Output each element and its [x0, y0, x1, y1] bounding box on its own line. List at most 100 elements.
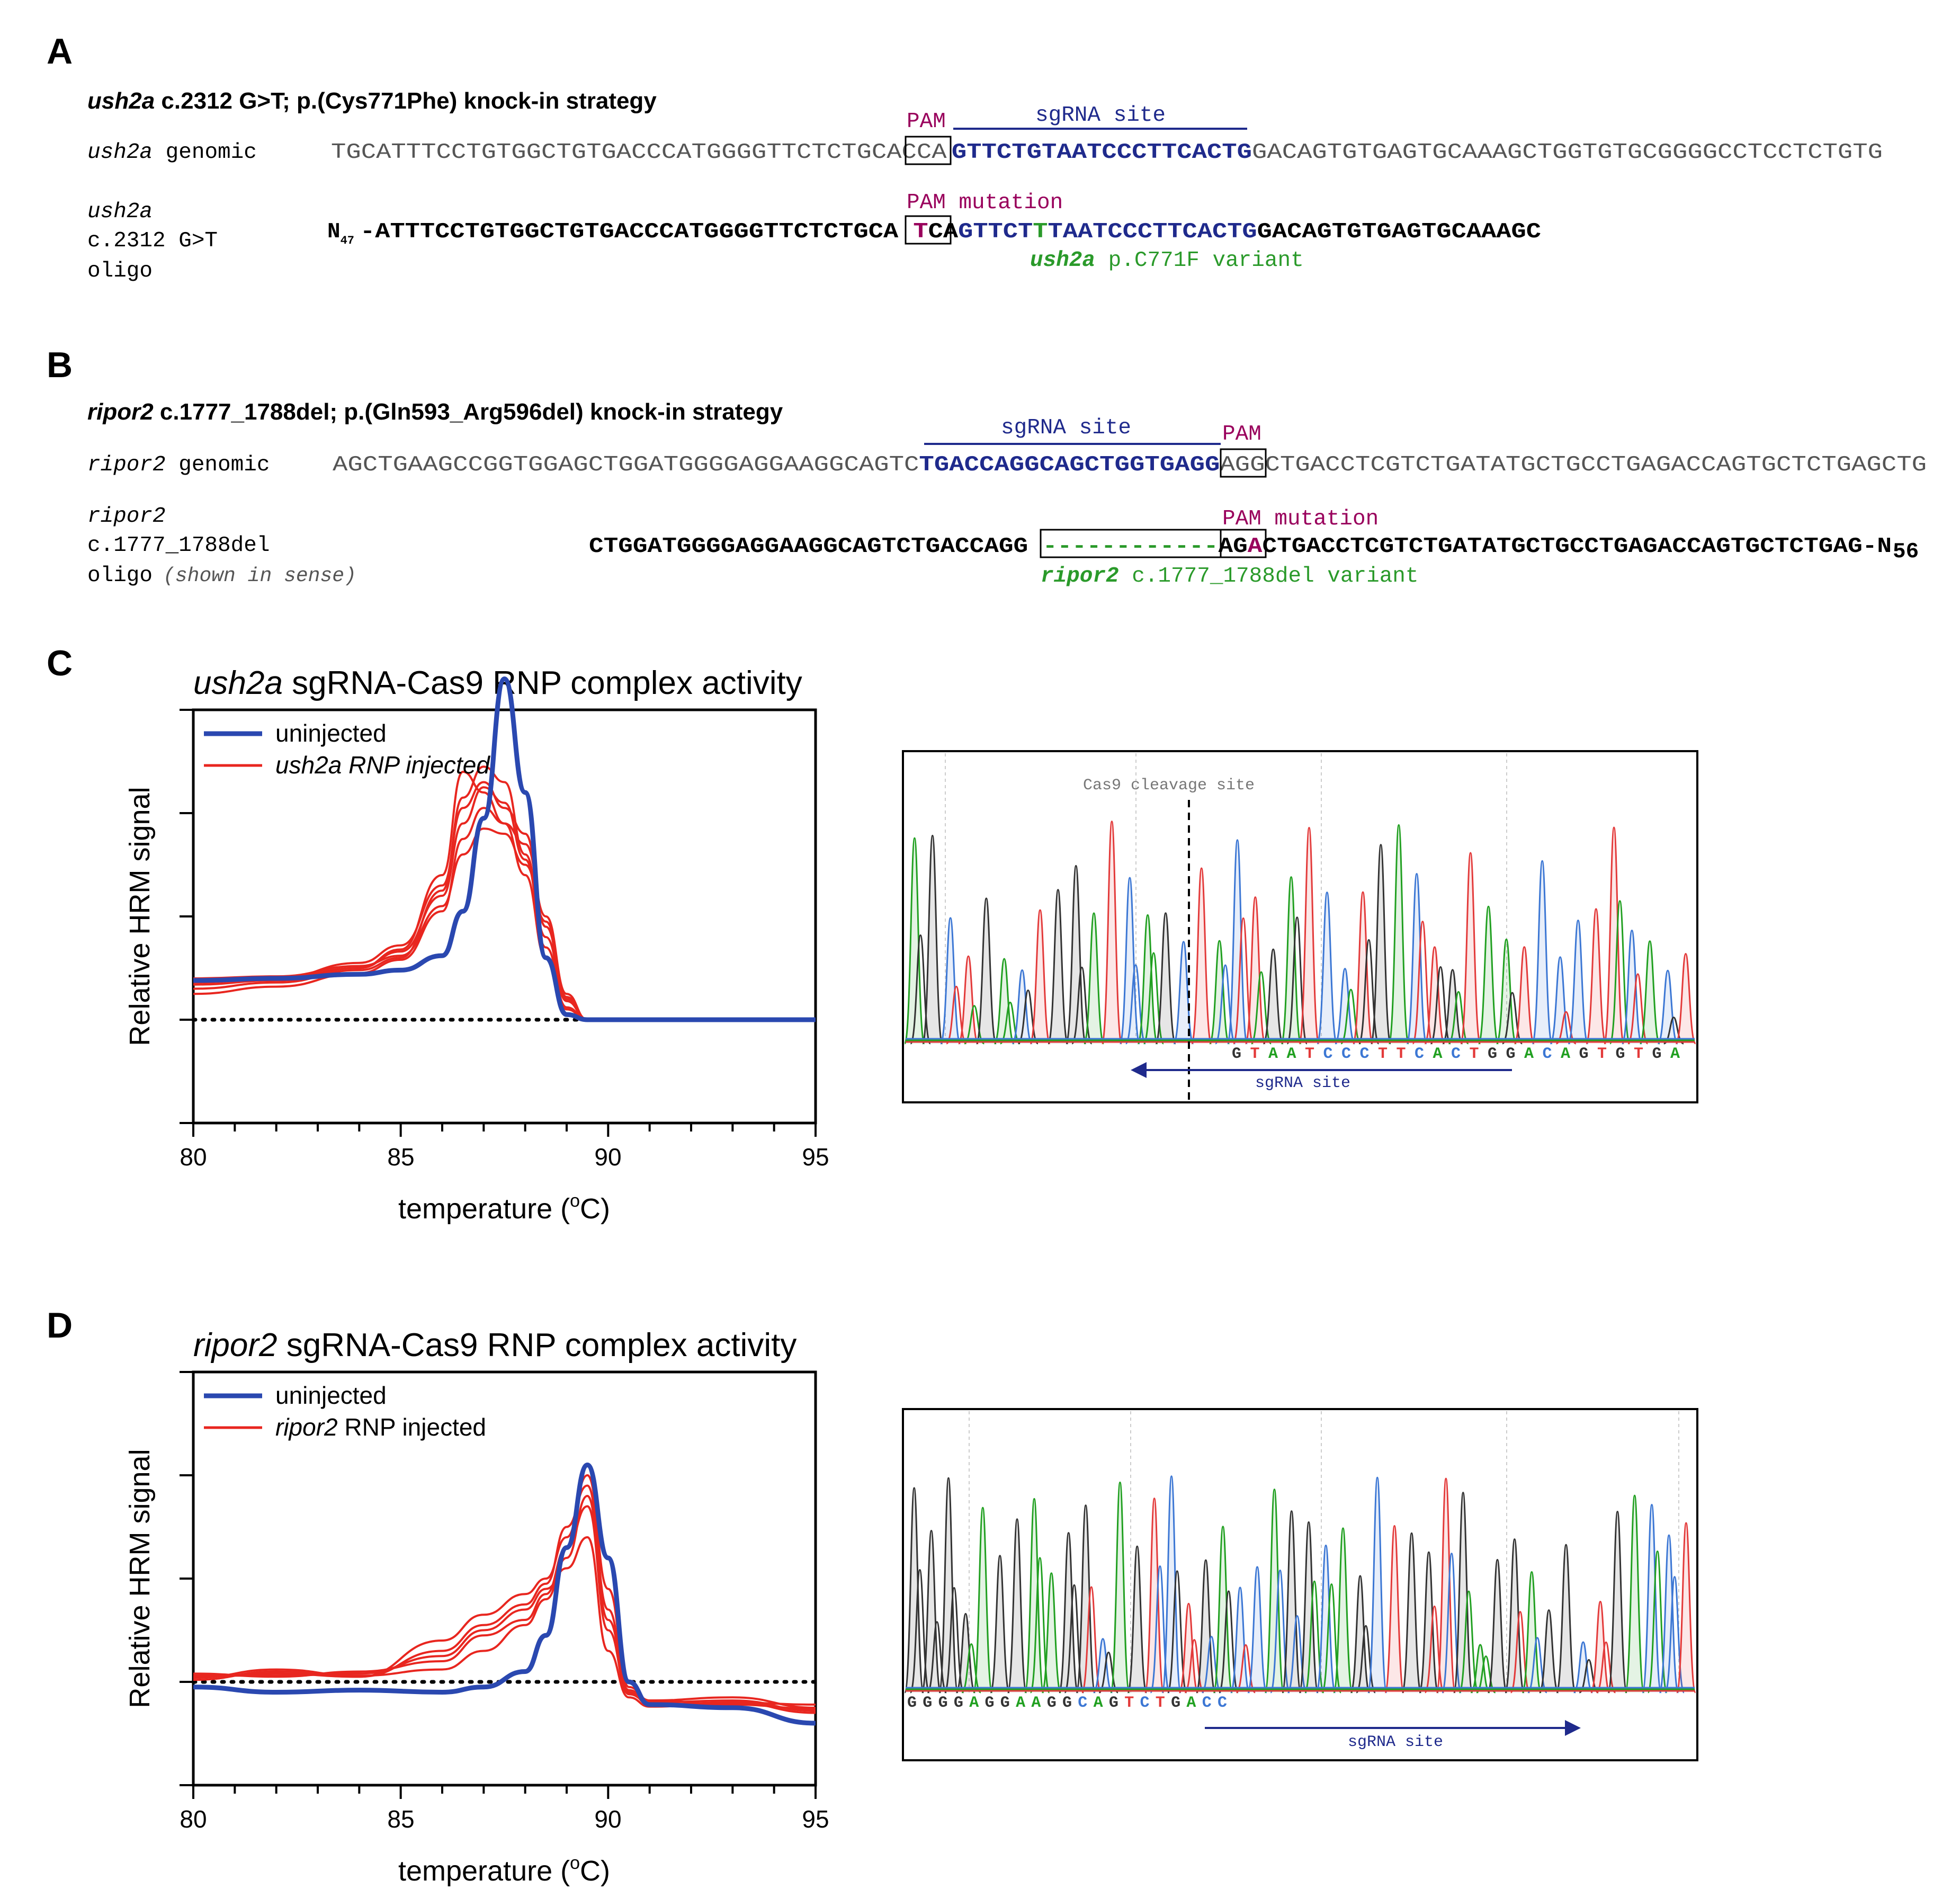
panel-b-oligo-seq: CTGGATGGGGAGGAAGGCAGTCTGACCAGG ---------… — [589, 534, 1892, 559]
base-call: A — [1031, 1694, 1041, 1712]
trace-peak-secondary — [1458, 1590, 1479, 1694]
chart-c-legend-injected: ush2a RNP injected — [275, 751, 490, 779]
series-ripor2-rnp-injected-2 — [193, 1484, 816, 1706]
panel-a-genomic-seq: TGCATTTCCTGTGGCTGTGACCCATGGGGTTCTCTGCAC C… — [331, 140, 1883, 165]
chart-d-ticks — [180, 1371, 817, 1799]
base-call: T — [1396, 1045, 1406, 1063]
trace-peak — [1298, 826, 1320, 1045]
chromatogram-d-peaks — [903, 1411, 1697, 1694]
trace-peak-secondary — [1098, 1651, 1118, 1694]
chart-d-xtick-85: 85 — [387, 1805, 414, 1833]
panel-b-genomic-pam-box — [1220, 448, 1267, 478]
panel-b-sgrna-label: sgRNA site — [1001, 416, 1131, 440]
base-call: A — [1561, 1045, 1570, 1063]
series-ripor2-rnp-injected-5 — [193, 1536, 816, 1714]
chart-c-ylabel: Relative HRM signal — [124, 787, 156, 1046]
base-call: G — [954, 1694, 963, 1712]
trace-peak — [1195, 1559, 1216, 1694]
panel-a-oligo-seq: -ATTTCCTGTGGCTGTGACCCATGGGGTTCTCTGCA TCA… — [360, 220, 1541, 244]
base-call: C — [1078, 1694, 1087, 1712]
panel-c-title: ush2a sgRNA-Cas9 RNP complex activity — [193, 665, 802, 701]
trace-peak — [1352, 891, 1374, 1045]
trace-peak — [1532, 860, 1553, 1045]
base-call: T — [1469, 1045, 1479, 1063]
panel-b-title: ripor2 c.1777_1788del; p.(Gln593_Arg596d… — [87, 399, 783, 425]
trace-peak — [1460, 852, 1481, 1045]
trace-peak — [957, 955, 979, 1045]
base-call: G — [1579, 1045, 1588, 1063]
trace-peak — [975, 897, 997, 1045]
trace-peak — [1007, 1518, 1027, 1694]
trace-peak — [1316, 892, 1338, 1045]
base-call: C — [1415, 1045, 1424, 1063]
panel-a-variant-label: ush2a p.C771F variant — [1030, 248, 1304, 273]
chart-c-xtick-85: 85 — [387, 1143, 414, 1171]
trace-peak — [1470, 1644, 1491, 1694]
chart-d-ylabel: Relative HRM signal — [124, 1449, 156, 1708]
trace-peak — [1058, 1532, 1079, 1694]
trace-peak — [1555, 1544, 1577, 1694]
panel-d-letter: D — [47, 1305, 73, 1345]
trace-peak-secondary — [1579, 1659, 1599, 1694]
base-call: C — [1140, 1694, 1149, 1712]
trace-peak — [1436, 1477, 1456, 1694]
chromatogram-d-arrow-head — [1565, 1720, 1581, 1736]
base-call: A — [1670, 1045, 1680, 1063]
panel-b-pam-label: PAM — [1222, 422, 1261, 447]
trace-peak-secondary — [1236, 1644, 1256, 1694]
trace-peak-secondary — [926, 1621, 947, 1694]
base-call: T — [1124, 1694, 1134, 1712]
chart-c-xtick-80: 80 — [180, 1143, 207, 1171]
panel-b-oligo-label-2: c.1777_1788del — [87, 533, 270, 558]
base-call: C — [1218, 1694, 1227, 1712]
base-call: G — [1506, 1045, 1515, 1063]
panel-b-oligo-label-3: oligo (shown in sense) — [87, 564, 356, 588]
chart-d-series — [193, 1463, 816, 1726]
chart-c-ticks — [180, 709, 817, 1137]
trace-peak — [1127, 1545, 1148, 1694]
trace-peak — [989, 1555, 1010, 1694]
panel-c-letter: C — [47, 643, 73, 683]
trace-peak — [1384, 1525, 1405, 1694]
trace-peak — [1230, 1587, 1250, 1694]
panel-a-oligo-label-3: oligo — [87, 259, 153, 283]
base-call: C — [1202, 1694, 1212, 1712]
trace-peak — [1178, 1602, 1199, 1694]
chart-d-legend-injected: ripor2 RNP injected — [275, 1413, 486, 1441]
panel-b-letter: B — [47, 345, 73, 385]
trace-peak — [1522, 1571, 1542, 1694]
trace-peak-secondary — [1167, 1570, 1188, 1694]
trace-peak — [1514, 946, 1535, 1045]
trace-peak — [1418, 1551, 1439, 1694]
chart-c-xtick-90: 90 — [594, 1143, 621, 1171]
chart-c-legend-uninjected: uninjected — [275, 719, 387, 747]
trace-peak — [1334, 968, 1356, 1045]
series-ush2a-rnp-injected-6 — [193, 786, 816, 1021]
trace-peak — [1161, 1475, 1182, 1694]
trace-peak — [1029, 909, 1051, 1045]
trace-peak — [1573, 1641, 1594, 1694]
trace-peak — [1137, 914, 1159, 1045]
chart-d-legend-uninjected: uninjected — [275, 1382, 387, 1409]
trace-peak-secondary — [1663, 1017, 1684, 1045]
panel-d-title: ripor2 sgRNA-Cas9 RNP complex activity — [193, 1327, 796, 1364]
panel-a-letter: A — [47, 31, 73, 72]
cas9-cleavage-label: Cas9 cleavage site — [1083, 777, 1255, 795]
trace-peak — [1350, 1575, 1371, 1694]
base-call: G — [1615, 1045, 1625, 1063]
trace-peak — [1075, 1504, 1096, 1694]
trace-peak-secondary — [1081, 1586, 1102, 1694]
trace-peak — [1590, 1601, 1611, 1694]
panel-a-genomic-pam-box — [905, 136, 952, 165]
trace-peak — [921, 1530, 942, 1694]
trace-peak-secondary — [1030, 1557, 1050, 1694]
trace-peak — [1624, 1494, 1645, 1694]
base-call: C — [1323, 1045, 1332, 1063]
trace-peak — [1119, 877, 1141, 1045]
trace-peak — [1406, 872, 1428, 1045]
trace-peak-secondary — [1340, 988, 1362, 1045]
